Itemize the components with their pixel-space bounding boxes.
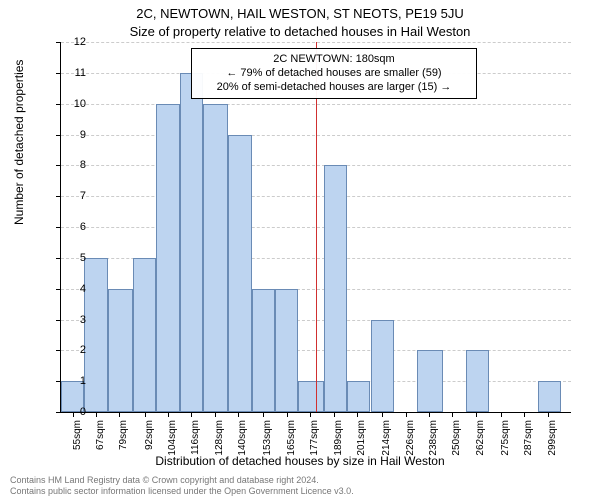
y-tick <box>56 104 61 105</box>
histogram-bar <box>417 350 442 412</box>
footer-attribution: Contains HM Land Registry data © Crown c… <box>10 475 354 496</box>
chart-title-sub: Size of property relative to detached ho… <box>0 24 600 39</box>
footer-line-2: Contains public sector information licen… <box>10 486 354 496</box>
chart-container: 2C, NEWTOWN, HAIL WESTON, ST NEOTS, PE19… <box>0 0 600 500</box>
x-tick <box>73 412 74 417</box>
histogram-bar <box>133 258 156 412</box>
y-tick-label: 2 <box>80 344 86 356</box>
x-tick <box>191 412 192 417</box>
y-tick-label: 6 <box>80 221 86 233</box>
y-tick-label: 4 <box>80 283 86 295</box>
annotation-line: 2C NEWTOWN: 180sqm <box>200 53 468 67</box>
x-tick <box>310 412 311 417</box>
y-axis-label: Number of detached properties <box>12 60 26 225</box>
x-tick <box>238 412 239 417</box>
x-tick <box>96 412 97 417</box>
histogram-bar <box>298 381 323 412</box>
histogram-bar <box>180 73 203 412</box>
x-tick <box>452 412 453 417</box>
y-tick <box>56 412 61 413</box>
x-tick <box>263 412 264 417</box>
x-tick <box>524 412 525 417</box>
x-tick <box>334 412 335 417</box>
annotation-line: 20% of semi-detached houses are larger (… <box>200 81 468 95</box>
histogram-bar <box>203 104 228 412</box>
x-tick <box>476 412 477 417</box>
histogram-bar <box>275 289 298 412</box>
y-tick-label: 0 <box>80 406 86 418</box>
annotation-line: ← 79% of detached houses are smaller (59… <box>200 67 468 81</box>
x-tick <box>406 412 407 417</box>
footer-line-1: Contains HM Land Registry data © Crown c… <box>10 475 354 485</box>
x-tick <box>501 412 502 417</box>
y-tick-label: 3 <box>80 314 86 326</box>
y-tick <box>56 165 61 166</box>
x-tick <box>287 412 288 417</box>
histogram-bar <box>538 381 561 412</box>
histogram-bar <box>252 289 275 412</box>
y-tick <box>56 289 61 290</box>
y-tick-label: 5 <box>80 252 86 264</box>
histogram-bar <box>156 104 179 412</box>
y-tick <box>56 196 61 197</box>
histogram-bar <box>108 289 133 412</box>
y-tick-label: 12 <box>74 36 86 48</box>
annotation-box: 2C NEWTOWN: 180sqm← 79% of detached hous… <box>191 48 477 99</box>
y-tick-label: 1 <box>80 375 86 387</box>
x-tick <box>215 412 216 417</box>
y-tick-label: 7 <box>80 190 86 202</box>
y-tick <box>56 258 61 259</box>
x-tick <box>548 412 549 417</box>
x-tick <box>168 412 169 417</box>
x-tick <box>145 412 146 417</box>
histogram-bar <box>84 258 107 412</box>
histogram-bar <box>466 350 489 412</box>
y-tick-label: 9 <box>80 129 86 141</box>
y-tick-label: 10 <box>74 98 86 110</box>
y-tick-label: 8 <box>80 159 86 171</box>
y-tick <box>56 42 61 43</box>
y-tick <box>56 320 61 321</box>
y-tick <box>56 73 61 74</box>
chart-title-main: 2C, NEWTOWN, HAIL WESTON, ST NEOTS, PE19… <box>0 6 600 21</box>
histogram-bar <box>371 320 394 413</box>
y-tick-label: 11 <box>75 67 86 79</box>
histogram-bar <box>347 381 370 412</box>
x-tick <box>382 412 383 417</box>
plot-area: 2C NEWTOWN: 180sqm← 79% of detached hous… <box>60 42 571 413</box>
x-tick <box>119 412 120 417</box>
x-tick <box>357 412 358 417</box>
y-tick <box>56 227 61 228</box>
histogram-bar <box>324 165 347 412</box>
y-tick <box>56 135 61 136</box>
x-tick <box>429 412 430 417</box>
x-axis-label: Distribution of detached houses by size … <box>0 454 600 468</box>
y-tick <box>56 350 61 351</box>
histogram-bar <box>228 135 251 413</box>
